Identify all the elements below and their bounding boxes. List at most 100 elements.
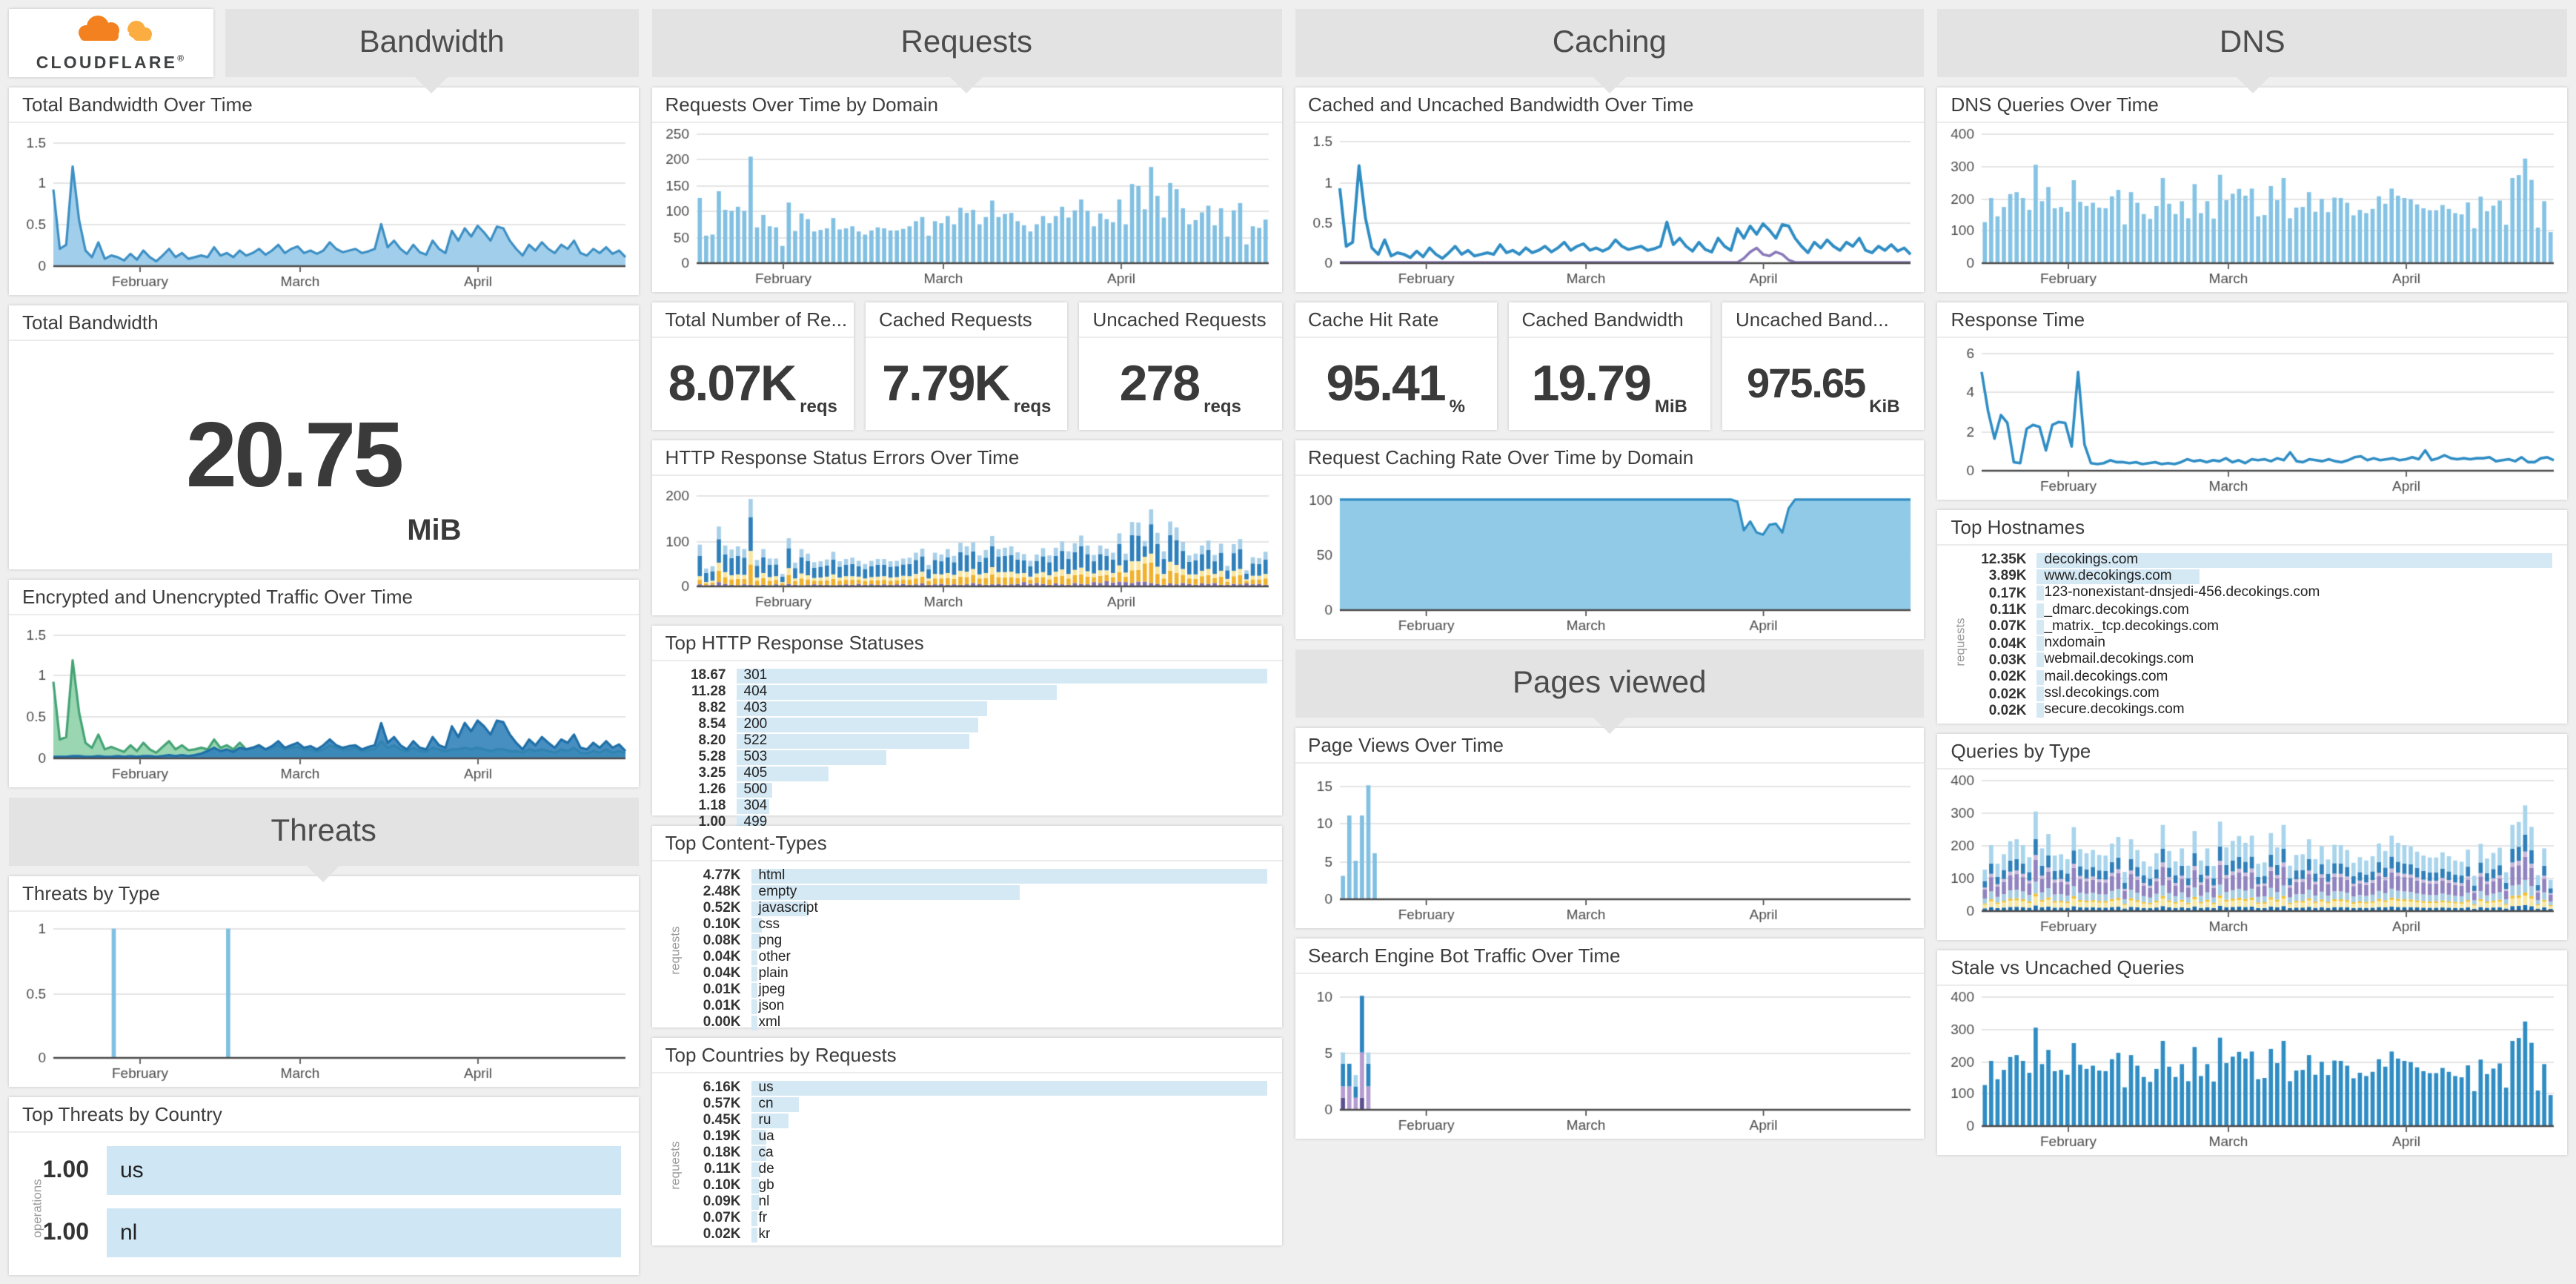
stat-value: 8.07K reqs <box>668 355 837 417</box>
list-item-value: 0.09K <box>703 1194 741 1210</box>
list-item[interactable]: 1.00 us <box>39 1145 621 1197</box>
list-item-bar <box>2036 686 2044 702</box>
list-item[interactable]: 0.02K ssl.decokings.com <box>1962 686 2553 702</box>
list-item[interactable]: 0.00K xml <box>676 1014 1267 1030</box>
list-item-label: kr <box>758 1225 771 1242</box>
top-countries-list: 6.16K us 0.57K cn 0.45K ru 0.19K ua 0.18K ca 0.11K… <box>652 1073 1282 1244</box>
http-errors-chart[interactable] <box>651 476 1281 614</box>
threats-by-type-chart[interactable] <box>9 912 639 1085</box>
list-item[interactable]: 0.17K 123-nonexistant-dnsjedi-456.decokin… <box>1962 585 2553 601</box>
list-item[interactable]: 18.67 301 <box>661 667 1267 684</box>
list-item[interactable]: 8.82 403 <box>661 700 1267 716</box>
list-item-bar <box>736 798 770 813</box>
list-item-value: 0.11K <box>1989 602 2027 619</box>
panel-requests-over-time: Requests Over Time by Domain <box>651 87 1281 292</box>
list-item[interactable]: 0.03K webmail.decokings.com <box>1962 652 2553 669</box>
list-item-label: cn <box>758 1095 774 1111</box>
list-item-label: css <box>758 916 780 932</box>
page-views-chart[interactable] <box>1295 764 1925 927</box>
list-item-value: 4.77K <box>703 867 741 884</box>
list-item[interactable]: 8.20 522 <box>661 732 1267 749</box>
list-item[interactable]: 11.28 404 <box>661 684 1267 700</box>
list-item-label: 503 <box>743 748 768 764</box>
list-item[interactable]: 0.10K gb <box>676 1177 1267 1194</box>
list-item-bar <box>2036 619 2044 635</box>
list-item[interactable]: 0.08K png <box>676 933 1267 949</box>
stat-value: 278 reqs <box>1119 355 1241 417</box>
cached-uncached-bw-chart[interactable] <box>1295 123 1925 291</box>
list-item[interactable]: 0.04K plain <box>676 965 1267 982</box>
list-item-label: 304 <box>743 797 768 813</box>
list-item-bar <box>736 766 829 781</box>
cloudflare-wordmark: CLOUDFLARE® <box>36 55 187 73</box>
search-bots-chart[interactable] <box>1295 974 1925 1137</box>
y-axis-label: operations <box>29 1178 44 1237</box>
list-item-label: de <box>758 1160 774 1177</box>
stat-total-requests: Total Number of Re... 8.07K reqs <box>651 302 854 430</box>
requests-over-time-chart[interactable] <box>651 123 1281 291</box>
list-item[interactable]: 12.35K decokings.com <box>1962 552 2552 568</box>
list-item[interactable]: 1.26 500 <box>661 781 1267 798</box>
list-item[interactable]: 8.54 200 <box>661 716 1267 732</box>
section-header-dns: DNS <box>1937 9 2567 77</box>
list-item-label: xml <box>758 1013 781 1030</box>
stat-value: 95.41% <box>1326 355 1465 417</box>
list-item[interactable]: 1.18 304 <box>661 798 1267 814</box>
list-item-label: plain <box>758 964 789 981</box>
panel-title: Top Countries by Requests <box>651 1038 1281 1073</box>
stat-value: 19.79 MiB <box>1531 355 1687 417</box>
stat-label: Uncached Requests <box>1079 302 1281 338</box>
panel-title: Total Bandwidth Over Time <box>9 87 639 123</box>
list-item[interactable]: 0.02K mail.decokings.com <box>1962 669 2553 685</box>
list-item[interactable]: 0.57K cn <box>676 1096 1267 1112</box>
list-item[interactable]: 0.01K json <box>676 998 1267 1014</box>
list-item-bar <box>736 701 987 715</box>
list-item-label: 200 <box>743 715 768 732</box>
list-item[interactable]: 0.02K secure.decokings.com <box>1962 703 2553 719</box>
list-item[interactable]: 2.48K empty <box>676 884 1267 900</box>
encrypted-traffic-chart[interactable] <box>9 615 639 786</box>
request-caching-rate-chart[interactable] <box>1295 476 1925 638</box>
list-item[interactable]: 0.52K javascript <box>676 900 1267 916</box>
list-item[interactable]: 0.07K fr <box>676 1210 1267 1226</box>
list-item[interactable]: 0.19K ua <box>676 1128 1267 1145</box>
dns-queries-chart[interactable] <box>1937 123 2567 291</box>
panel-dns-queries: DNS Queries Over Time <box>1937 87 2567 292</box>
list-item[interactable]: 6.16K us <box>676 1079 1267 1096</box>
list-item[interactable]: 0.01K jpeg <box>676 982 1267 998</box>
list-item[interactable]: 3.25 405 <box>661 765 1267 781</box>
list-item-bar <box>2036 636 2044 652</box>
list-item[interactable]: 0.18K ca <box>676 1145 1267 1161</box>
cloudflare-logo[interactable]: CLOUDFLARE® <box>9 9 213 77</box>
list-item[interactable]: 0.04K nxdomain <box>1962 635 2553 652</box>
list-item-value: 0.52K <box>703 900 741 916</box>
list-item[interactable]: 3.89K www.decokings.com <box>1962 569 2553 585</box>
stale-queries-chart[interactable] <box>1937 986 2567 1154</box>
response-time-chart[interactable] <box>1937 338 2567 498</box>
list-item[interactable]: 4.77K html <box>676 867 1267 884</box>
list-item[interactable]: 1.00 nl <box>39 1207 621 1259</box>
list-item[interactable]: 5.28 503 <box>661 749 1267 765</box>
list-item[interactable]: 0.07K _matrix._tcp.decokings.com <box>1962 619 2553 635</box>
list-item[interactable]: 0.09K nl <box>676 1194 1267 1210</box>
list-item[interactable]: 0.10K css <box>676 916 1267 933</box>
panel-title: DNS Queries Over Time <box>1937 87 2567 123</box>
list-item[interactable]: 0.02K kr <box>676 1226 1267 1242</box>
list-item-value: 0.10K <box>703 1177 741 1194</box>
list-item[interactable]: 0.45K ru <box>676 1112 1267 1128</box>
list-item[interactable]: 0.04K other <box>676 949 1267 965</box>
list-item-label: 404 <box>743 683 768 699</box>
panel-title: Total Bandwidth <box>9 305 639 341</box>
list-item-bar <box>751 1178 760 1193</box>
panel-queries-by-type: Queries by Type <box>1937 734 2567 940</box>
total-bandwidth-over-time-chart[interactable] <box>9 123 639 294</box>
list-item-bar <box>736 684 1057 699</box>
list-item[interactable]: 0.11K _dmarc.decokings.com <box>1962 602 2553 618</box>
queries-by-type-chart[interactable] <box>1937 770 2567 939</box>
list-item-bar <box>751 999 758 1013</box>
panel-top-hostnames: Top Hostnames requests 12.35K decokings.c… <box>1937 510 2567 724</box>
list-item[interactable]: 0.11K de <box>676 1161 1267 1177</box>
panel-search-bots: Search Engine Bot Traffic Over Time <box>1295 939 1925 1139</box>
stat-value: 7.79K reqs <box>882 355 1052 417</box>
